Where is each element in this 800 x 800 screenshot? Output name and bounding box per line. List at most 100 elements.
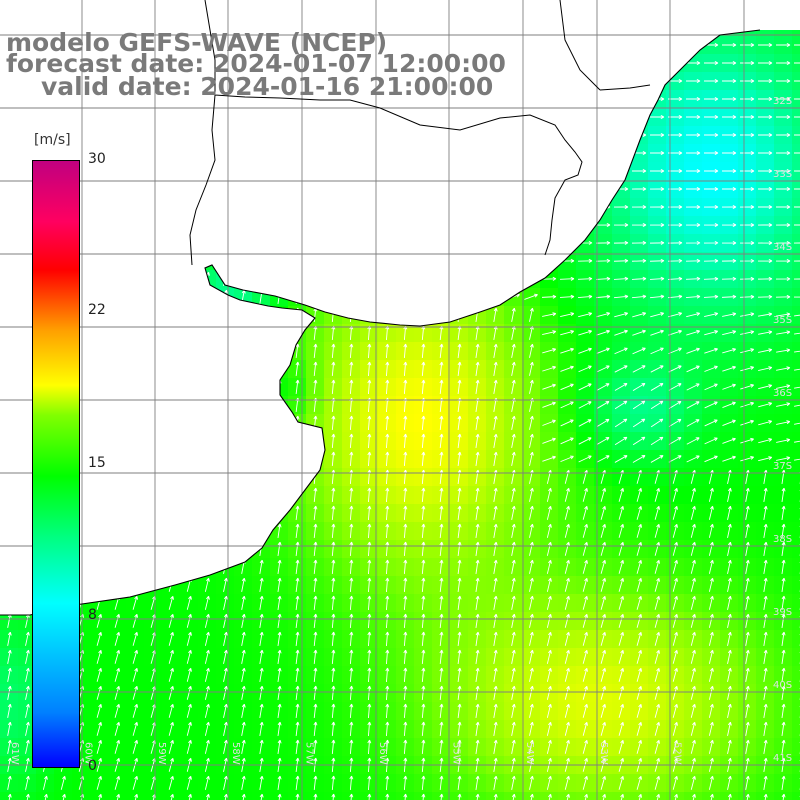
wind-arrow	[421, 379, 426, 395]
wind-arrow	[727, 739, 732, 754]
wind-arrow	[668, 365, 682, 373]
wind-arrow	[618, 613, 625, 628]
wind-arrow	[781, 631, 786, 646]
wind-arrow	[259, 595, 264, 610]
wind-arrow	[367, 685, 372, 701]
wind-arrow	[649, 169, 665, 173]
wind-arrow	[511, 487, 516, 502]
speed-cell	[792, 414, 800, 433]
wind-arrow	[457, 379, 462, 395]
wind-arrow	[727, 577, 732, 592]
wind-arrow	[776, 43, 791, 47]
wind-arrow	[132, 649, 139, 664]
wind-arrow	[794, 384, 800, 389]
wind-arrow	[168, 595, 174, 610]
wind-arrow	[204, 649, 210, 664]
wind-arrow	[596, 329, 610, 336]
wind-arrow	[758, 348, 773, 353]
wind-arrow	[439, 559, 444, 575]
wind-arrow	[618, 595, 625, 610]
wind-arrow	[295, 613, 300, 629]
wind-arrow	[331, 703, 336, 719]
wind-arrow	[618, 649, 625, 664]
wind-arrow	[367, 613, 372, 629]
wind-arrow	[331, 451, 336, 467]
wind-arrow	[763, 577, 768, 592]
wind-arrow	[721, 204, 737, 209]
wind-arrow	[763, 541, 768, 556]
wind-arrow	[457, 541, 462, 557]
wind-arrow	[632, 455, 646, 463]
wind-arrow	[722, 115, 737, 119]
wind-arrow	[650, 365, 664, 373]
speed-cell	[792, 648, 800, 667]
wind-arrow	[295, 739, 300, 755]
wind-arrow	[457, 433, 462, 449]
wind-arrow	[708, 739, 714, 754]
wind-arrow	[367, 577, 372, 593]
wind-arrow	[511, 721, 516, 736]
wind-arrow	[475, 577, 480, 592]
wind-arrow	[204, 703, 210, 718]
wind-arrow	[421, 685, 426, 701]
wind-arrow	[794, 61, 800, 65]
wind-arrow	[757, 294, 773, 299]
wind-arrow	[186, 721, 192, 736]
wind-arrow	[542, 401, 556, 408]
wind-arrow	[636, 613, 643, 628]
wind-arrow	[721, 294, 737, 299]
wind-arrow	[529, 667, 534, 682]
wind-arrow	[367, 649, 372, 665]
wind-arrow	[493, 451, 498, 466]
latitude-label: 34S	[773, 242, 792, 253]
wind-arrow	[740, 115, 755, 119]
wind-arrow	[776, 348, 791, 353]
wind-arrow	[542, 347, 557, 354]
wind-arrow	[421, 505, 426, 521]
wind-arrow	[727, 685, 732, 700]
wind-arrow	[331, 631, 336, 647]
wind-arrow	[331, 523, 336, 539]
wind-arrow	[542, 437, 556, 444]
wind-arrow	[614, 418, 628, 428]
wind-arrow	[403, 559, 408, 575]
wind-arrow	[776, 366, 791, 371]
latitude-label: 32S	[773, 96, 792, 107]
wind-arrow	[385, 667, 390, 683]
wind-arrow	[781, 613, 786, 628]
wind-arrow	[631, 240, 647, 245]
speed-cell	[792, 522, 800, 541]
wind-arrow	[457, 649, 462, 665]
wind-arrow	[475, 631, 480, 646]
wind-arrow	[385, 613, 390, 629]
wind-arrow	[546, 523, 552, 538]
wind-arrow	[668, 455, 682, 463]
wind-arrow	[582, 667, 588, 682]
wind-arrow	[739, 276, 755, 281]
wind-arrow	[722, 43, 737, 47]
wind-arrow	[722, 365, 736, 372]
wind-arrow	[781, 703, 786, 718]
wind-arrow	[686, 347, 700, 354]
wind-arrow	[457, 415, 462, 431]
wind-arrow	[493, 307, 498, 322]
wind-arrow	[223, 721, 228, 736]
wind-arrow	[313, 595, 318, 611]
wind-arrow	[259, 703, 264, 718]
wind-arrow	[636, 721, 643, 736]
wind-arrow	[168, 739, 174, 754]
wind-arrow	[421, 703, 426, 719]
wind-arrow	[595, 240, 611, 245]
wind-arrow	[745, 685, 750, 700]
wind-arrow	[439, 667, 444, 683]
wind-arrow	[727, 631, 732, 646]
wind-arrow	[727, 667, 732, 682]
wind-arrow	[763, 631, 768, 646]
speed-cell	[792, 666, 800, 685]
wind-arrow	[618, 577, 625, 592]
wind-arrow	[685, 169, 701, 173]
longitude-label: 61W	[9, 742, 20, 765]
wind-arrow	[439, 415, 444, 431]
wind-arrow	[457, 487, 462, 503]
wind-arrow	[686, 61, 701, 65]
